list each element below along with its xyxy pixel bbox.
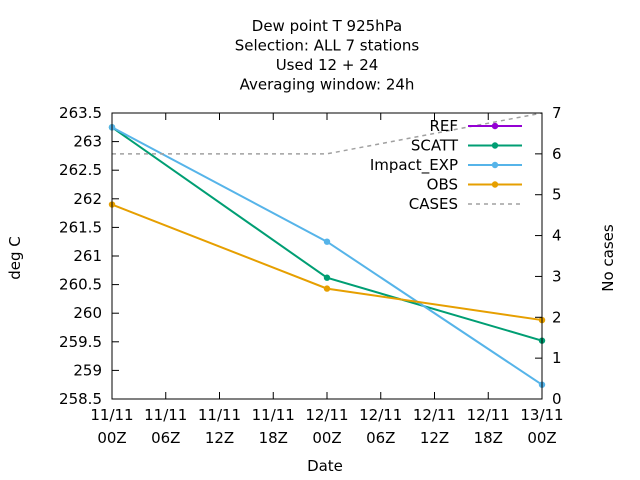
x-tick-label-hour: 18Z [474,429,503,447]
legend-label-scatt: SCATT [411,137,459,155]
y-tick-label: 260.5 [59,276,102,294]
x-tick-label-hour: 00Z [312,429,341,447]
legend-marker-ref [491,122,499,130]
x-tick-label-day: 11/11 [144,406,187,424]
chart-title-line: Dew point T 925hPa [252,17,402,35]
y2-tick-label: 0 [552,390,562,408]
y-axis-label: deg C [6,236,24,280]
chart-title-line: Used 12 + 24 [276,56,379,74]
y-tick-label: 258.5 [59,390,102,408]
x-tick-label-day: 11/11 [198,406,241,424]
y-tick-label: 261.5 [59,218,102,236]
x-tick-label-day: 12/11 [359,406,402,424]
y2-tick-label: 2 [552,308,562,326]
y-tick-label: 260 [73,304,102,322]
x-tick-label-day: 12/11 [305,406,348,424]
y-tick-label: 261 [73,247,102,265]
x-tick-label-hour: 12Z [205,429,234,447]
x-tick-label-hour: 12Z [420,429,449,447]
legend-marker-scatt [491,142,499,149]
y-tick-label: 262.5 [59,161,102,179]
legend-label-cases: CASES [409,195,458,213]
data-point-obs [323,285,331,292]
data-point-impact_exp [323,238,331,245]
x-tick-label-day: 11/11 [252,406,295,424]
y-tick-label: 262 [73,190,102,208]
legend-marker-obs [491,181,499,188]
legend-label-obs: OBS [427,176,458,194]
y2-tick-label: 1 [552,349,562,367]
x-tick-label-day: 12/11 [467,406,510,424]
x-tick-label-hour: 06Z [366,429,395,447]
chart-title-line: Selection: ALL 7 stations [235,37,420,55]
legend-label-ref: REF [429,117,458,135]
x-tick-label-hour: 06Z [151,429,180,447]
y2-axis-label: No cases [599,224,617,292]
x-tick-label-day: 12/11 [413,406,456,424]
y2-tick-label: 5 [552,186,562,204]
y2-tick-label: 7 [552,104,562,122]
data-point-scatt [323,274,331,281]
y-tick-label: 259.5 [59,333,102,351]
chart-title: Dew point T 925hPa Selection: ALL 7 stati… [235,17,420,94]
legend-label-impact_exp: Impact_EXP [370,156,458,175]
y2-tick-label: 6 [552,145,562,163]
x-tick-label-hour: 00Z [97,429,126,447]
y-tick-label: 263 [73,133,102,151]
x-tick-label-hour: 18Z [259,429,288,447]
y-tick-label: 263.5 [59,104,102,122]
chart-title-line: Averaging window: 24h [240,76,415,94]
y-tick-label: 259 [73,361,102,379]
y2-tick-label: 3 [552,267,562,285]
x-tick-label-day: 11/11 [90,406,133,424]
x-tick-label-day: 13/11 [520,406,563,424]
legend-marker-impact_exp [491,161,499,169]
series-line-obs [111,203,543,322]
series-line-scatt [111,126,543,342]
series-lines [108,112,546,388]
x-axis-label: Date [307,457,343,475]
plot-frame [111,112,543,400]
axes: 258.5259259.5260260.5261261.5262262.5263… [59,104,564,447]
y2-tick-label: 4 [552,227,562,245]
x-tick-label-hour: 00Z [527,429,556,447]
